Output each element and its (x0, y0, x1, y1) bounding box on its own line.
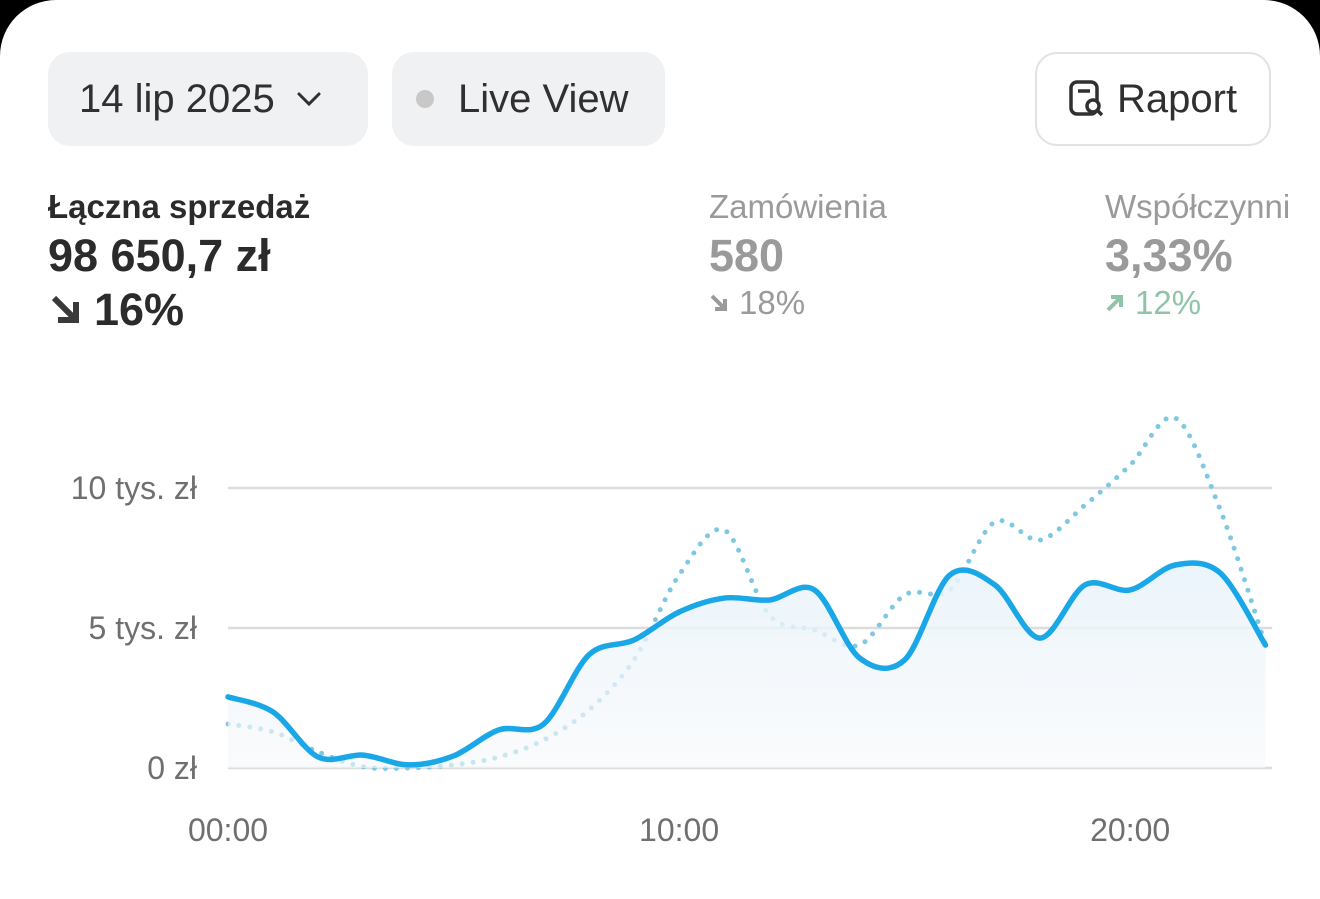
metric-value: 98 650,7 zł (48, 230, 271, 281)
comparison-line (225, 414, 1268, 772)
arrow-down-icon (51, 295, 79, 323)
metric-value: 580 (709, 230, 785, 281)
change-text: 16% (94, 284, 185, 335)
metric: Współczynni 3,33% 12% (1105, 188, 1290, 322)
report-button[interactable]: Raport (1035, 52, 1271, 146)
metric-value: 3,33% (1105, 230, 1233, 281)
y-tick-label: 0 zł (147, 750, 197, 786)
x-tick-label: 10:00 (639, 812, 719, 848)
live-view-button[interactable]: Live View (392, 52, 665, 146)
arrow-up-icon (1106, 295, 1123, 312)
change-text: 18% (739, 284, 806, 321)
date-text: 14 lip 2025 (79, 76, 275, 121)
live-text: Live View (458, 76, 629, 121)
metric-label: Łączna sprzedaż (48, 188, 311, 225)
y-tick-label: 5 tys. zł (89, 610, 197, 646)
metric: Łączna sprzedaż 98 650,7 zł 16% (48, 188, 310, 336)
y-tick-label: 10 tys. zł (71, 470, 197, 506)
metric-label: Współczynni (1105, 188, 1291, 225)
change-text: 12% (1135, 284, 1202, 321)
report-text: Raport (1117, 76, 1238, 121)
metric-label: Zamówienia (709, 188, 887, 225)
metric-change: 18% (709, 284, 887, 322)
live-dot (416, 90, 434, 108)
x-tick-label: 00:00 (188, 812, 268, 848)
sales-line (225, 560, 1269, 768)
metric-change: 16% (48, 284, 310, 336)
x-tick-label: 20:00 (1090, 812, 1170, 848)
report-icon (1069, 80, 1104, 117)
chevron-icon (297, 92, 321, 107)
metric-change: 12% (1105, 284, 1290, 322)
area-fill (228, 563, 1266, 768)
arrow-down-icon (710, 294, 727, 311)
date-picker[interactable]: 14 lip 2025 (48, 52, 368, 146)
metric: Zamówienia 580 18% (709, 188, 887, 322)
